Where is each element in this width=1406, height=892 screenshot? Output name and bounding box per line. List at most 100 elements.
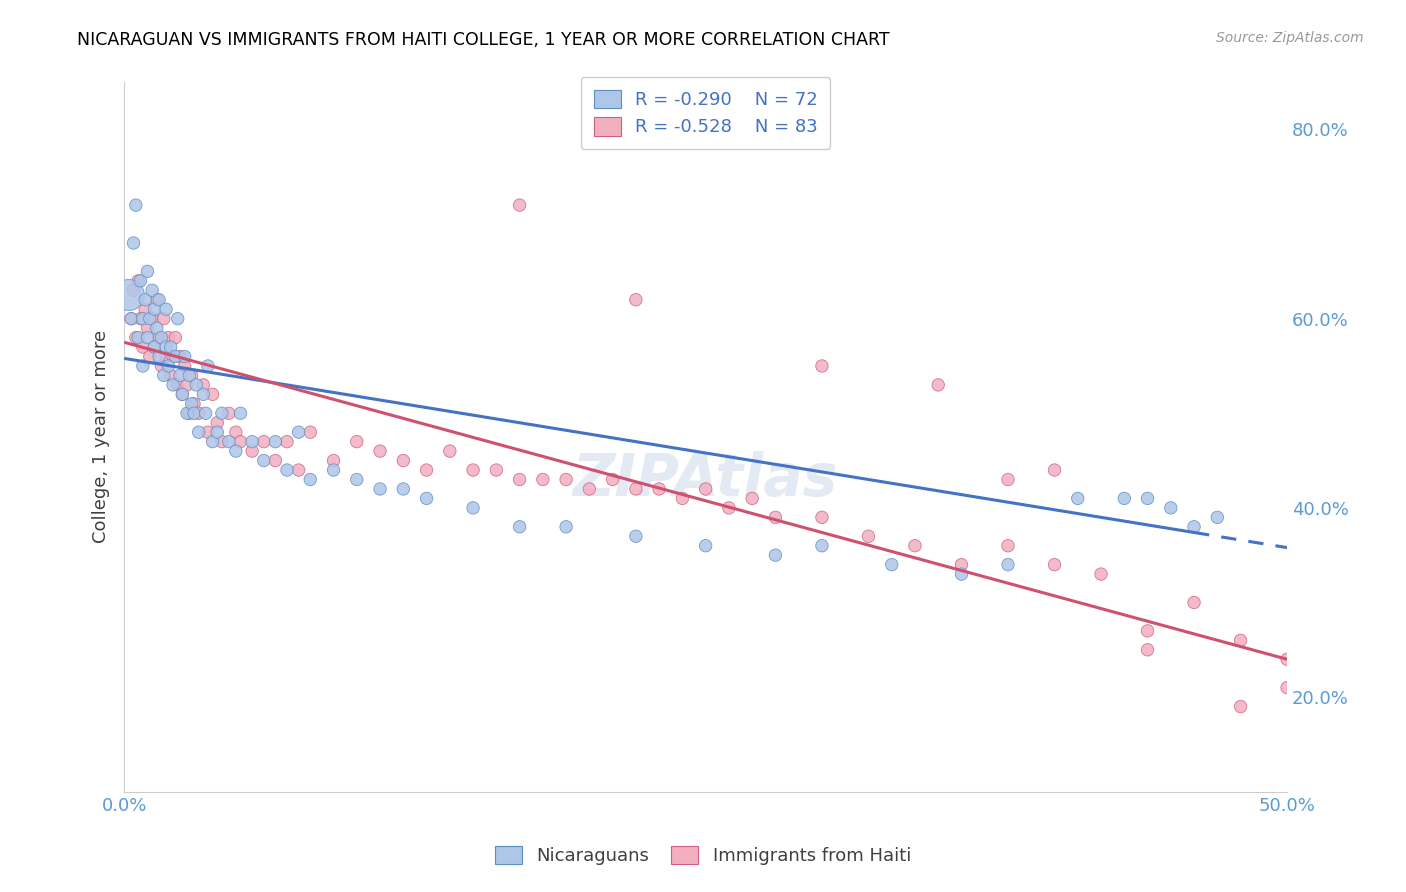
Point bbox=[1229, 633, 1251, 648]
Point bbox=[624, 529, 647, 543]
Point bbox=[197, 359, 219, 373]
Point bbox=[180, 397, 202, 411]
Point bbox=[172, 387, 194, 401]
Point bbox=[122, 235, 145, 250]
Point bbox=[218, 434, 240, 449]
Point bbox=[1160, 500, 1182, 515]
Text: Source: ZipAtlas.com: Source: ZipAtlas.com bbox=[1216, 31, 1364, 45]
Point bbox=[997, 539, 1019, 553]
Point bbox=[129, 311, 152, 326]
Point bbox=[346, 473, 368, 487]
Point bbox=[166, 311, 188, 326]
Point bbox=[146, 293, 169, 307]
Point bbox=[950, 567, 973, 582]
Point bbox=[180, 368, 202, 383]
Point bbox=[904, 539, 927, 553]
Point bbox=[695, 482, 717, 496]
Point bbox=[176, 377, 198, 392]
Point bbox=[671, 491, 693, 506]
Point bbox=[811, 510, 834, 524]
Point bbox=[125, 198, 148, 212]
Point bbox=[169, 350, 191, 364]
Point bbox=[152, 368, 174, 383]
Point bbox=[509, 520, 531, 534]
Point bbox=[368, 482, 391, 496]
Point bbox=[155, 350, 177, 364]
Point bbox=[155, 302, 177, 317]
Point bbox=[997, 558, 1019, 572]
Point bbox=[148, 293, 170, 307]
Point bbox=[602, 473, 624, 487]
Point bbox=[211, 434, 233, 449]
Point bbox=[197, 425, 219, 440]
Legend: R = -0.290    N = 72, R = -0.528    N = 83: R = -0.290 N = 72, R = -0.528 N = 83 bbox=[581, 77, 831, 149]
Point bbox=[225, 425, 247, 440]
Point bbox=[193, 377, 215, 392]
Point bbox=[322, 453, 344, 467]
Point bbox=[461, 463, 484, 477]
Point bbox=[415, 463, 437, 477]
Point bbox=[811, 539, 834, 553]
Point bbox=[120, 311, 142, 326]
Point bbox=[287, 463, 309, 477]
Point bbox=[1067, 491, 1090, 506]
Point bbox=[1043, 558, 1066, 572]
Point bbox=[136, 330, 159, 344]
Point bbox=[148, 330, 170, 344]
Point bbox=[392, 453, 415, 467]
Point bbox=[1136, 624, 1159, 638]
Point bbox=[165, 330, 187, 344]
Point bbox=[179, 368, 201, 383]
Point bbox=[146, 321, 169, 335]
Point bbox=[1206, 510, 1229, 524]
Point bbox=[322, 463, 344, 477]
Point bbox=[172, 387, 194, 401]
Point bbox=[143, 340, 166, 354]
Point bbox=[162, 377, 184, 392]
Point bbox=[150, 359, 173, 373]
Point bbox=[125, 330, 148, 344]
Point bbox=[157, 330, 180, 344]
Point bbox=[1090, 567, 1112, 582]
Point bbox=[240, 444, 263, 458]
Point bbox=[485, 463, 508, 477]
Point bbox=[997, 473, 1019, 487]
Point bbox=[186, 377, 208, 392]
Point bbox=[179, 406, 201, 420]
Point bbox=[741, 491, 763, 506]
Point bbox=[1229, 699, 1251, 714]
Point bbox=[240, 434, 263, 449]
Point bbox=[155, 340, 177, 354]
Point bbox=[194, 406, 217, 420]
Point bbox=[141, 283, 163, 297]
Point bbox=[1136, 491, 1159, 506]
Point bbox=[134, 302, 156, 317]
Point bbox=[201, 434, 224, 449]
Point bbox=[122, 283, 145, 297]
Point bbox=[299, 473, 322, 487]
Legend: Nicaraguans, Immigrants from Haiti: Nicaraguans, Immigrants from Haiti bbox=[486, 837, 920, 874]
Point bbox=[229, 434, 252, 449]
Point bbox=[225, 444, 247, 458]
Point bbox=[765, 548, 787, 562]
Point bbox=[229, 406, 252, 420]
Y-axis label: College, 1 year or more: College, 1 year or more bbox=[93, 330, 110, 543]
Point bbox=[207, 425, 229, 440]
Point bbox=[207, 416, 229, 430]
Text: NICARAGUAN VS IMMIGRANTS FROM HAITI COLLEGE, 1 YEAR OR MORE CORRELATION CHART: NICARAGUAN VS IMMIGRANTS FROM HAITI COLL… bbox=[77, 31, 890, 49]
Point bbox=[159, 340, 181, 354]
Point bbox=[555, 520, 578, 534]
Point bbox=[211, 406, 233, 420]
Point bbox=[765, 510, 787, 524]
Point bbox=[150, 330, 173, 344]
Point bbox=[264, 434, 287, 449]
Point bbox=[950, 558, 973, 572]
Point bbox=[132, 340, 155, 354]
Point bbox=[253, 453, 276, 467]
Point bbox=[927, 377, 949, 392]
Point bbox=[624, 482, 647, 496]
Point bbox=[287, 425, 309, 440]
Point bbox=[120, 311, 142, 326]
Point bbox=[139, 350, 162, 364]
Point bbox=[183, 397, 205, 411]
